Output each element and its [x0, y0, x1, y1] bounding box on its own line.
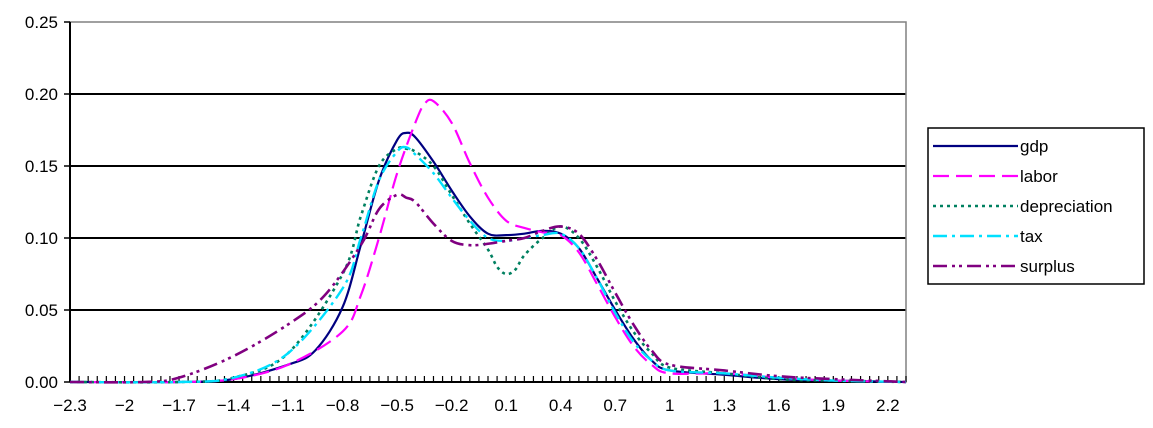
- x-tick-label: 0.1: [494, 396, 518, 415]
- x-tick-label: 0.4: [549, 396, 573, 415]
- y-tick-label: 0.05: [25, 301, 58, 320]
- legend: gdp labor depreciation tax surplus: [927, 127, 1145, 285]
- x-tick-label: −1.7: [162, 396, 196, 415]
- y-axis: 0.00 0.05 0.10 0.15 0.20 0.25: [25, 13, 71, 392]
- legend-label-tax: tax: [1020, 227, 1043, 246]
- x-tick-label: −0.2: [435, 396, 469, 415]
- y-tick-label: 0.15: [25, 157, 58, 176]
- x-tick-label: 1.6: [767, 396, 791, 415]
- series-line-labor: [69, 98, 907, 384]
- x-tick-label: 1.9: [821, 396, 845, 415]
- y-tick-label: 0.20: [25, 85, 58, 104]
- x-tick-label: 2.2: [876, 396, 900, 415]
- series-line-gdp: [69, 131, 907, 384]
- y-tick-label: 0.00: [25, 373, 58, 392]
- x-tick-label: −1.4: [217, 396, 251, 415]
- x-tick-label: 0.7: [603, 396, 627, 415]
- x-tick-label: 1: [665, 396, 674, 415]
- legend-label-depreciation: depreciation: [1020, 197, 1113, 216]
- x-tick-label: −2.3: [53, 396, 87, 415]
- x-tick-label: −2: [115, 396, 134, 415]
- y-tick-label: 0.25: [25, 13, 58, 32]
- y-tick-label: 0.10: [25, 229, 58, 248]
- legend-label-labor: labor: [1020, 167, 1058, 186]
- series-lines: [69, 98, 907, 384]
- x-axis: −2.3 −2 −1.7 −1.4 −1.1 −0.8 −0.5 −0.2 0.1 0.4 0.7 1…: [53, 376, 907, 415]
- x-tick-label: 1.3: [712, 396, 736, 415]
- gridlines: [70, 93, 906, 311]
- series-line-surplus: [69, 192, 907, 384]
- legend-label-surplus: surplus: [1020, 257, 1075, 276]
- x-tick-label: −0.8: [326, 396, 360, 415]
- series-line-depreciation: [69, 146, 907, 384]
- series-line-tax: [69, 145, 907, 384]
- legend-label-gdp: gdp: [1020, 137, 1048, 156]
- x-tick-label: −0.5: [380, 396, 414, 415]
- x-tick-label: −1.1: [271, 396, 305, 415]
